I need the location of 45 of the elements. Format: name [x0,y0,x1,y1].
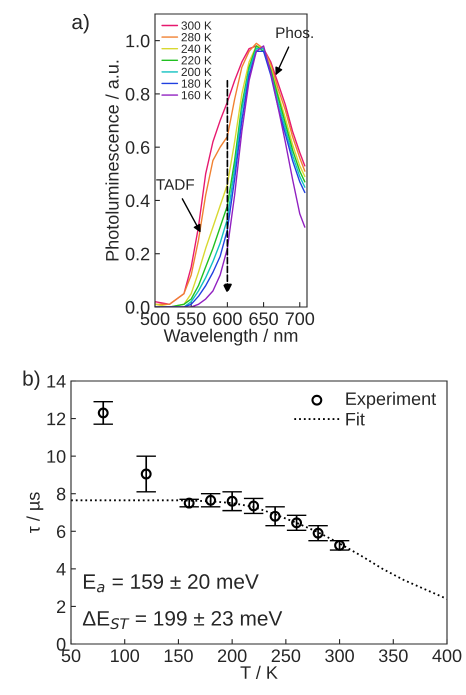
legend-label: Fit [346,412,365,426]
annotation: TADF [156,179,194,190]
legend-label: 180 K [182,79,212,88]
x-tick-label: 550 [176,312,206,326]
legend-label: 200 K [182,68,212,76]
y-tick-label: 0.8 [126,88,150,101]
legend-label: Experiment [346,392,436,409]
x-tick-label: 700 [286,312,314,326]
y-tick-label: 12 [47,412,66,426]
legend-label: 220 K [182,56,212,65]
y-tick-label: 10 [47,450,66,463]
y-tick-label: 8 [56,488,66,500]
x-tick-label: 650 [249,312,278,326]
text: a) [72,14,89,34]
legend-label: 160 K [182,90,212,100]
text: b) [23,370,40,390]
y-tick-label: 0.2 [126,248,150,260]
annotation: E$_{a}$ = 159 ± 20 meV [84,574,259,592]
x-tick-label: 200 [218,649,246,662]
x-tick-label: 500 [140,312,170,326]
y-tick-label: 0.4 [126,194,150,208]
annotation: ΔE$_{ST}$ = 199 ± 23 meV [82,611,282,630]
x-tick-label: 350 [378,649,408,662]
x-tick-label: 300 [325,649,354,662]
x-axis-title: T / K [240,666,278,679]
legend-label: 300 K [181,21,212,30]
x-tick-label: 400 [432,649,462,662]
legend-label: 240 K [182,44,212,53]
x-axis-title: Wavelength / nm [164,328,298,346]
x-tick-label: 250 [272,649,300,662]
legend-label: 280 K [182,32,212,42]
y-tick-label: 2 [57,600,66,613]
y-tick-label: 6 [57,525,66,538]
y-tick-label: 0 [56,638,66,651]
y-tick-label: 14 [47,375,66,388]
x-tick-label: 150 [164,649,193,662]
y-tick-label: 0.0 [126,300,150,314]
x-tick-label: 50 [62,649,80,662]
y-tick-label: 0.6 [126,141,150,154]
y-tick-label: 4 [56,562,66,576]
x-tick-label: 100 [111,649,140,662]
y-axis-title: Photoluminescence / a.u. [105,60,119,260]
x-tick-label: 600 [213,312,242,326]
y-axis-title: τ / µs [26,492,44,534]
y-tick-label: 1.0 [126,34,150,48]
